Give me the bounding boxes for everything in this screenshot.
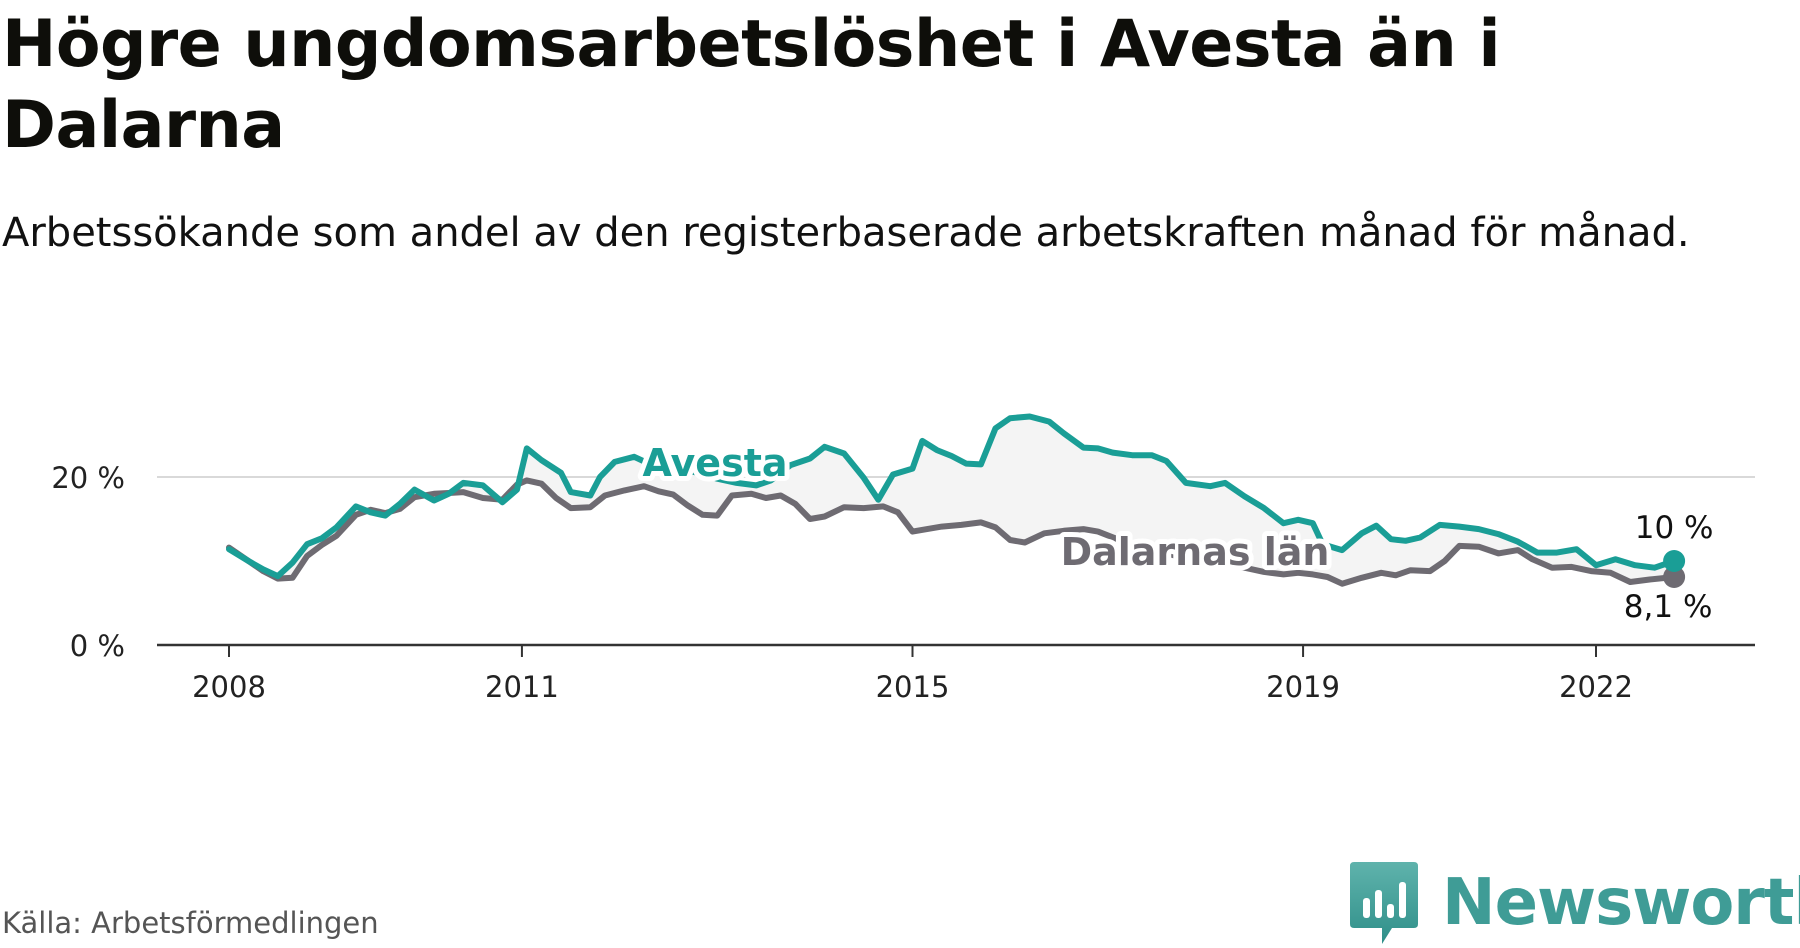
line-chart: 0 % 20 % 2008 2011 2015 2019 2022 10 % 8,1 % Ave… — [51, 413, 1755, 704]
x-tick-label: 2008 — [192, 670, 266, 704]
series-label-dalarna-halo: Dalarnas län — [1061, 530, 1330, 574]
y-tick-label: 20 % — [51, 461, 125, 495]
chart-subtitle: Arbetssökande som andel av den registerb… — [2, 210, 1690, 256]
series-label-dalarna: Dalarnas län — [1061, 530, 1330, 574]
series-layer — [226, 413, 1686, 588]
y-tick-label: 0 % — [70, 629, 125, 663]
x-tick-label: 2022 — [1559, 670, 1633, 704]
source-note: Källa: Arbetsförmedlingen — [2, 906, 379, 940]
series-label-avesta: Avesta — [642, 441, 787, 485]
endpoint-avesta — [1663, 550, 1686, 572]
x-tick-label: 2011 — [485, 670, 559, 704]
endpoint-dalarna — [1663, 565, 1686, 588]
end-label-avesta: 10 % — [1635, 510, 1714, 546]
newsworthy-logo-icon — [1350, 862, 1418, 944]
x-tick-label: 2019 — [1266, 670, 1340, 704]
series-line-avesta — [226, 413, 1678, 580]
chart-title: Högre ungdomsarbetslöshet i Avesta än i … — [2, 7, 1501, 163]
difference-band — [229, 416, 1675, 584]
end-label-dalarna: 8,1 % — [1624, 589, 1713, 625]
series-label-avesta-halo: Avesta — [642, 441, 787, 485]
axis-layer: 0 % 20 % 2008 2011 2015 2019 2022 — [51, 461, 1755, 704]
x-tick-label: 2015 — [876, 670, 950, 704]
brand-logo[interactable]: Newsworthy — [1348, 858, 1800, 948]
brand-name: Newsworthy — [1442, 866, 1800, 940]
